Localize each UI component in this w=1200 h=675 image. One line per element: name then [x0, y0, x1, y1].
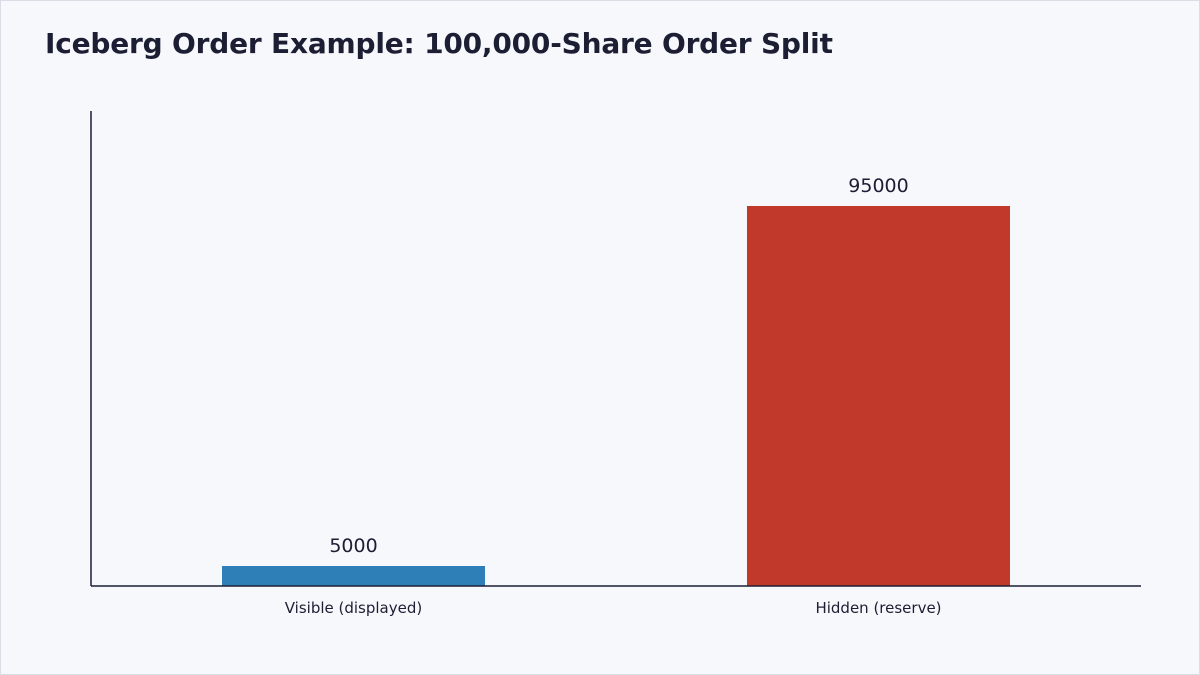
chart-title: Iceberg Order Example: 100,000-Share Ord… — [45, 27, 833, 60]
labels-layer: 5000 Visible (displayed) 95000 Hidden (rese… — [285, 175, 942, 617]
bar-value-label: 95000 — [848, 175, 908, 197]
bar-2 — [747, 206, 1010, 586]
x-tick-label: Hidden (reserve) — [815, 599, 941, 617]
bars-layer — [222, 206, 1010, 586]
bar-value-label: 5000 — [329, 535, 377, 557]
x-tick-label: Visible (displayed) — [285, 599, 422, 617]
bar-1 — [222, 566, 485, 586]
